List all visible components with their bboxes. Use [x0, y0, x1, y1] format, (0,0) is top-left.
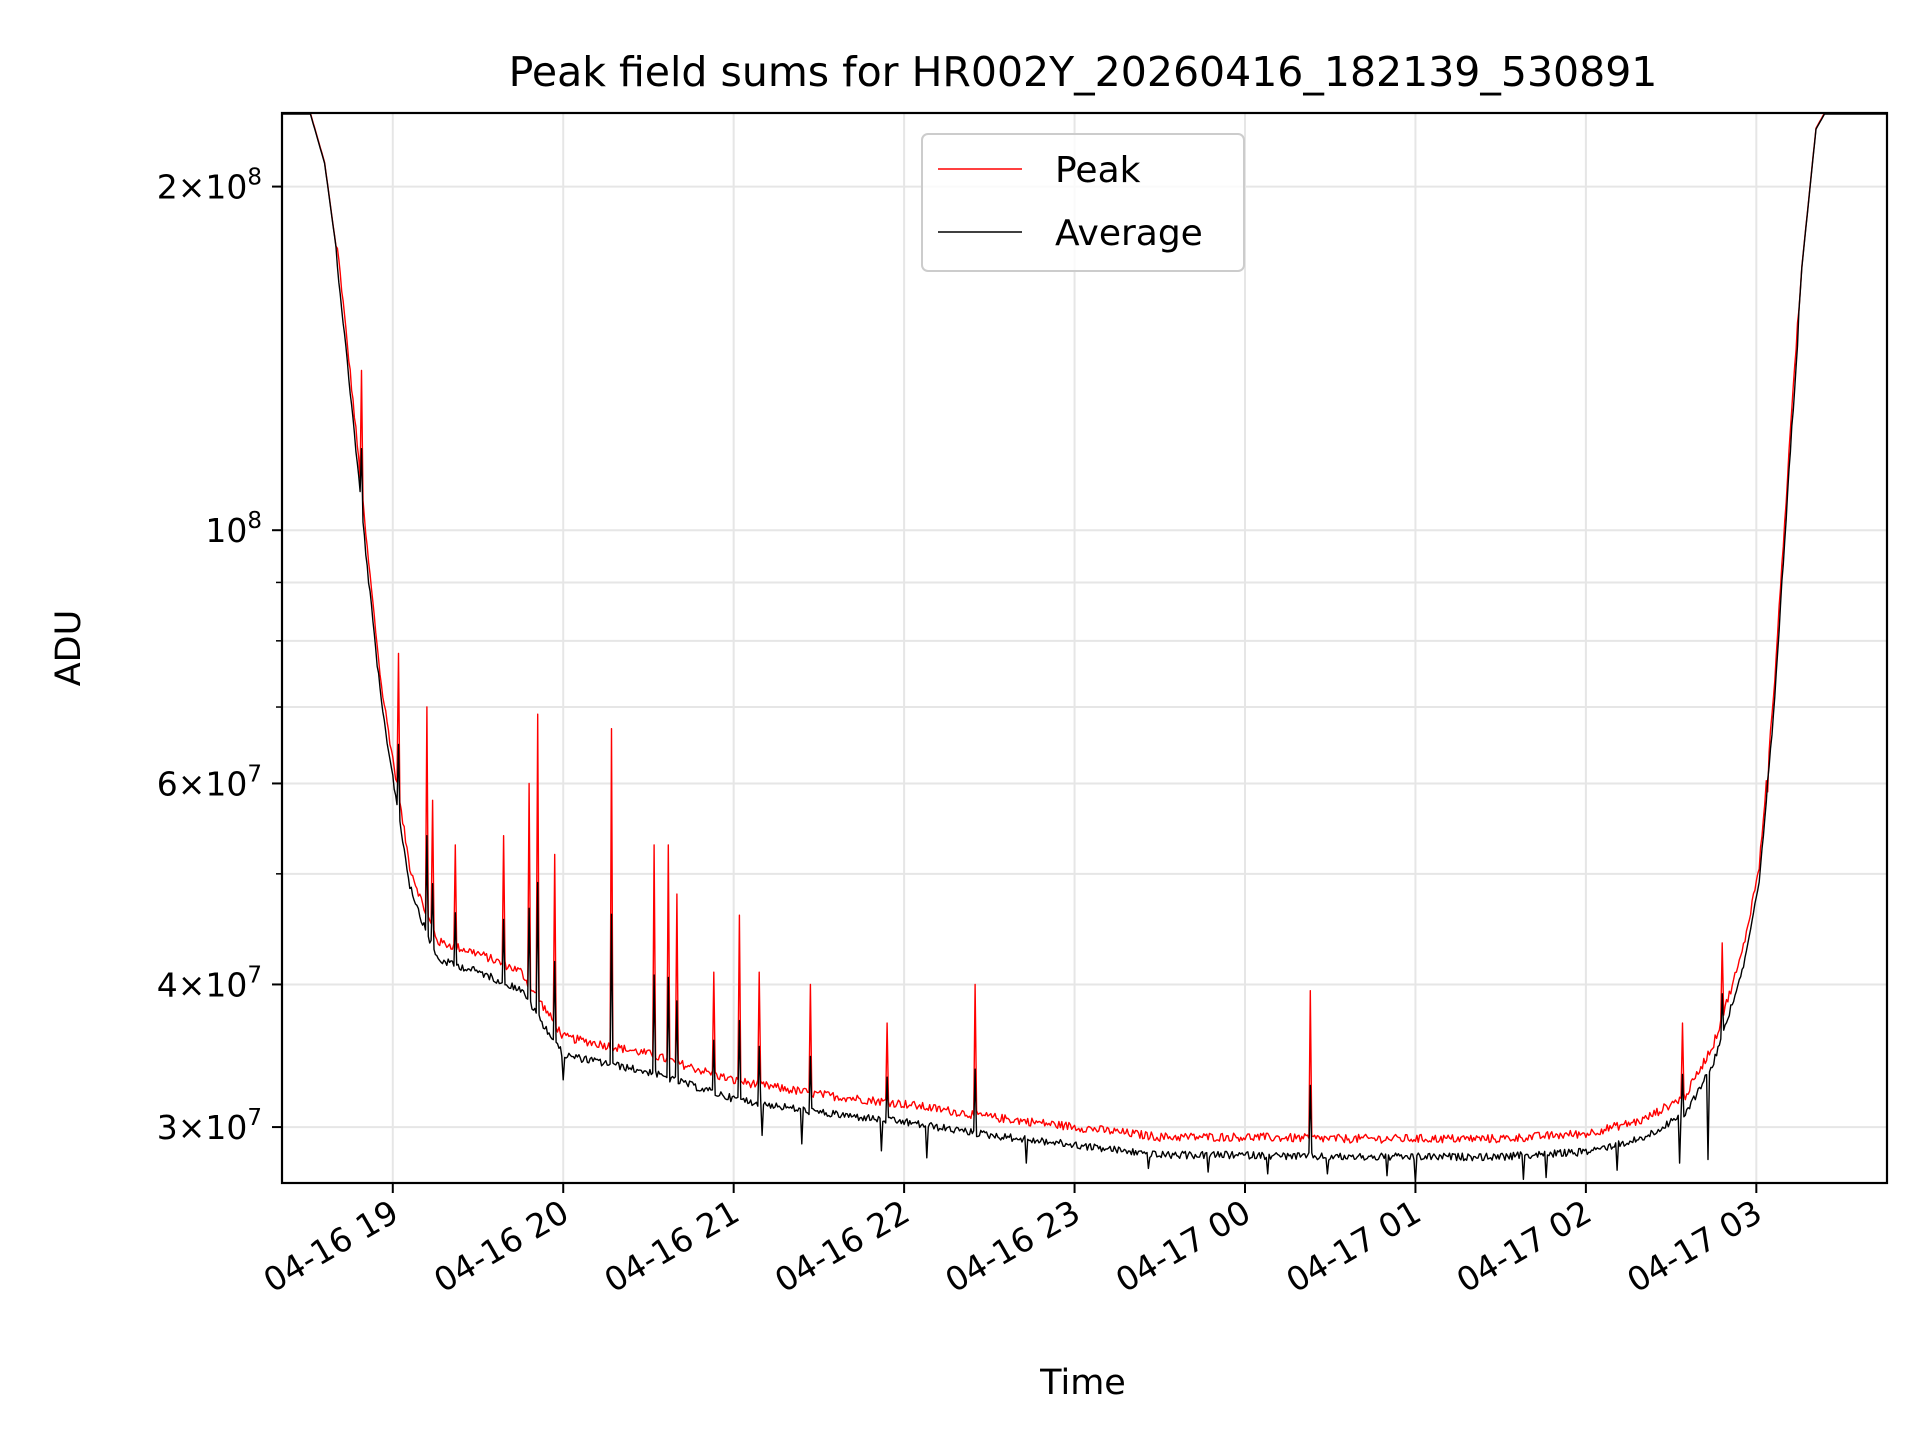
legend-box: [921, 133, 1245, 272]
plot-frame: [280, 111, 1889, 1185]
chart-title: Peak field sums for HR002Y_20260416_1821…: [509, 48, 1658, 96]
legend-label-average: Average: [1055, 213, 1203, 254]
legend: Peak Average: [921, 133, 1245, 272]
x-axis-label: Time: [1039, 1363, 1126, 1403]
y-tick-label: 4×107: [157, 962, 262, 1004]
legend-label-peak: Peak: [1055, 150, 1141, 191]
y-tick-label: 2×108: [157, 165, 262, 207]
y-tick-label: 6×107: [157, 761, 262, 803]
y-tick-label: 3×107: [157, 1105, 262, 1147]
y-axis-label: ADU: [49, 610, 89, 687]
y-tick-label: 108: [205, 508, 262, 550]
series-average-line: [282, 113, 1887, 1183]
plot-series: [282, 113, 1887, 1183]
series-peak-line: [282, 113, 1887, 1144]
y-axis: 2×108 108 6×107 4×107 3×107: [157, 165, 282, 1147]
